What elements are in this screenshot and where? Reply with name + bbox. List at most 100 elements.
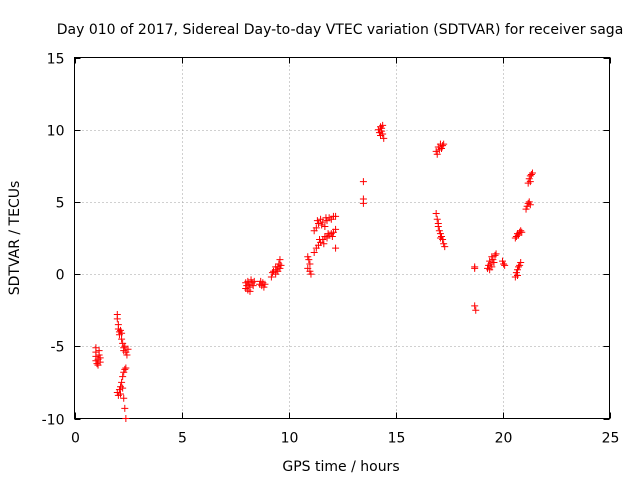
data-point [332,244,340,252]
data-point [121,342,129,350]
data-point [517,259,525,267]
data-point [320,240,328,248]
y-tick-label: -5 [51,340,65,356]
data-point [250,277,258,285]
data-point [115,386,123,394]
data-point [528,169,536,177]
data-point [517,227,525,235]
data-point [516,261,524,269]
data-point [486,257,494,265]
data-point [95,347,103,355]
data-point [122,364,130,372]
x-tick-label: 0 [71,431,80,447]
data-point [306,260,314,268]
data-point [438,233,446,241]
data-point [513,272,521,280]
data-point [488,253,496,261]
data-point [378,124,386,132]
data-point [304,264,312,272]
data-point [499,257,506,265]
data-point [119,384,127,392]
data-point [332,212,340,220]
data-point [380,134,388,142]
data-point [471,302,479,310]
data-point [245,280,253,288]
data-point [433,215,441,223]
y-tick-label: 10 [47,124,65,140]
data-point [314,220,322,228]
data-point [319,218,327,226]
data-point [435,227,443,235]
data-point [273,266,281,274]
data-point [492,250,500,258]
x-tick-label: 10 [281,431,299,447]
data-point [277,261,285,269]
data-point [518,228,526,236]
data-point [490,259,498,267]
chart-title: Day 010 of 2017, Sidereal Day-to-day VTE… [57,22,624,38]
x-tick-labels: 0 5 10 15 20 25 [71,431,619,447]
data-point [119,373,127,381]
y-tick-label: -10 [42,413,65,429]
data-point [501,261,509,269]
data-point [440,240,448,248]
x-axis-title: GPS time / hours [282,459,399,475]
data-point [120,368,128,376]
data-point [432,209,440,217]
data-point [120,394,128,402]
data-point [118,335,126,343]
data-point [527,170,535,178]
data-point [523,202,531,210]
data-point [121,365,129,373]
data-point [310,248,318,256]
data-point [439,142,447,150]
data-point [512,269,520,277]
y-tick-label: 5 [56,196,65,212]
data-point [515,263,523,271]
data-point [276,264,284,272]
data-point [118,378,126,386]
data-point [247,276,255,284]
data-point [272,263,280,271]
data-point [441,243,449,251]
x-tick-label: 15 [388,431,406,447]
data-point [313,217,321,225]
data-point [433,150,441,158]
data-point [113,315,121,323]
data-point [432,147,440,155]
data-point [526,178,534,186]
data-point [312,224,320,232]
data-point [318,221,326,229]
data-point [525,175,533,183]
data-point [305,256,313,264]
data-point [472,306,480,314]
x-tick-label: 20 [495,431,513,447]
y-tick-labels: -10 -5 0 5 10 15 [42,52,65,429]
data-point [267,273,275,281]
data-point [328,233,336,241]
data-point [511,234,519,242]
data-point [487,260,495,268]
y-tick-label: 0 [56,268,65,284]
data-point [96,358,104,366]
data-point [471,263,479,271]
data-point [525,198,533,206]
data-point [324,230,332,238]
data-point [434,222,442,230]
y-tick-label: 15 [47,52,65,68]
data-point [379,121,387,129]
data-point [244,277,252,285]
plot-frame [74,57,610,419]
data-point [93,360,101,368]
grid [74,57,610,419]
data-point [379,130,387,138]
data-point [256,280,264,288]
data-point [117,326,125,334]
data-point [436,234,444,242]
data-point [500,260,508,268]
data-point [124,345,132,353]
data-point [491,251,499,259]
y-axis-title: SDTVAR / TECUs [7,181,23,296]
data-points [92,121,536,422]
